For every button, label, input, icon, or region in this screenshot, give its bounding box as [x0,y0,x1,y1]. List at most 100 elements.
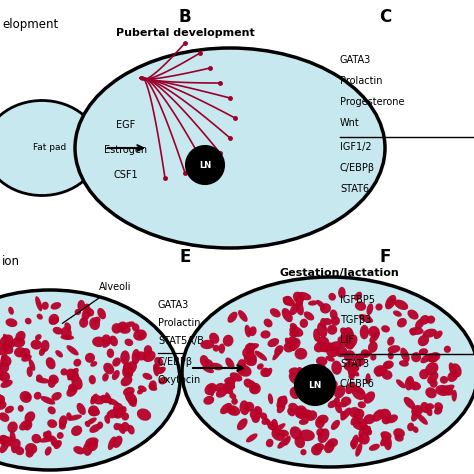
Text: IGF1/2: IGF1/2 [340,142,372,152]
Ellipse shape [74,309,81,315]
Ellipse shape [0,335,13,348]
Ellipse shape [345,338,355,350]
Ellipse shape [75,48,385,248]
Ellipse shape [40,396,55,405]
Ellipse shape [351,385,365,394]
Ellipse shape [59,422,66,429]
Ellipse shape [237,418,247,430]
Ellipse shape [420,315,429,325]
Ellipse shape [39,437,54,443]
Ellipse shape [444,385,453,396]
Ellipse shape [107,409,119,419]
Ellipse shape [344,350,356,362]
Ellipse shape [97,308,106,319]
Ellipse shape [5,406,14,413]
Ellipse shape [385,295,396,310]
Ellipse shape [330,381,338,390]
Ellipse shape [223,335,234,346]
Ellipse shape [113,403,124,417]
Ellipse shape [203,396,214,405]
Ellipse shape [71,375,82,390]
Ellipse shape [8,342,16,348]
Ellipse shape [266,439,273,447]
Ellipse shape [396,379,406,388]
Ellipse shape [137,389,143,394]
Ellipse shape [111,323,121,334]
Ellipse shape [112,357,121,367]
Ellipse shape [223,383,235,390]
Ellipse shape [368,326,380,338]
Ellipse shape [353,409,365,419]
Ellipse shape [320,387,327,395]
Ellipse shape [289,329,299,337]
Ellipse shape [294,436,305,448]
Text: Prolactin: Prolactin [340,76,383,86]
Ellipse shape [48,378,56,388]
Ellipse shape [0,412,9,422]
Ellipse shape [25,318,32,324]
Ellipse shape [102,373,109,382]
Ellipse shape [262,418,269,425]
Ellipse shape [270,419,278,432]
Ellipse shape [288,403,298,411]
Ellipse shape [277,396,288,406]
Ellipse shape [54,440,62,449]
Ellipse shape [242,347,255,359]
Ellipse shape [283,296,292,305]
Ellipse shape [88,440,98,451]
Ellipse shape [237,365,252,377]
Ellipse shape [121,412,129,420]
Ellipse shape [337,337,347,347]
Ellipse shape [297,292,311,301]
Ellipse shape [383,361,394,369]
Ellipse shape [341,331,349,343]
Ellipse shape [102,395,110,403]
Ellipse shape [36,314,43,319]
Ellipse shape [273,348,282,360]
Ellipse shape [440,384,455,393]
Ellipse shape [73,446,84,455]
Ellipse shape [388,345,401,353]
Text: CSF1: CSF1 [114,170,138,180]
Ellipse shape [102,335,111,345]
Ellipse shape [307,365,317,378]
Ellipse shape [86,418,97,425]
Ellipse shape [346,330,354,338]
Ellipse shape [28,359,36,371]
Ellipse shape [341,336,352,345]
Ellipse shape [46,357,55,369]
Ellipse shape [425,405,432,416]
Ellipse shape [349,407,360,418]
Ellipse shape [407,423,414,431]
Ellipse shape [355,357,365,366]
Ellipse shape [293,292,304,304]
Ellipse shape [328,400,337,408]
Ellipse shape [45,430,52,439]
Text: C: C [379,8,391,26]
Ellipse shape [224,377,237,384]
Ellipse shape [113,423,120,430]
Ellipse shape [331,420,340,430]
Ellipse shape [375,366,388,377]
Ellipse shape [24,421,32,430]
Ellipse shape [425,362,438,375]
Ellipse shape [89,375,96,384]
Ellipse shape [88,408,100,416]
Ellipse shape [344,363,359,372]
Ellipse shape [204,383,217,395]
Text: STAT3: STAT3 [340,359,369,369]
Ellipse shape [109,336,118,346]
Ellipse shape [0,363,1,375]
Ellipse shape [282,308,293,322]
Ellipse shape [246,433,257,442]
Ellipse shape [246,343,259,350]
Ellipse shape [186,146,224,184]
Text: GATA3: GATA3 [158,300,189,310]
Ellipse shape [118,324,131,334]
Ellipse shape [316,364,326,375]
Ellipse shape [364,426,371,435]
Ellipse shape [265,368,272,377]
Text: F: F [379,248,391,266]
Ellipse shape [105,398,119,406]
Ellipse shape [88,405,99,416]
